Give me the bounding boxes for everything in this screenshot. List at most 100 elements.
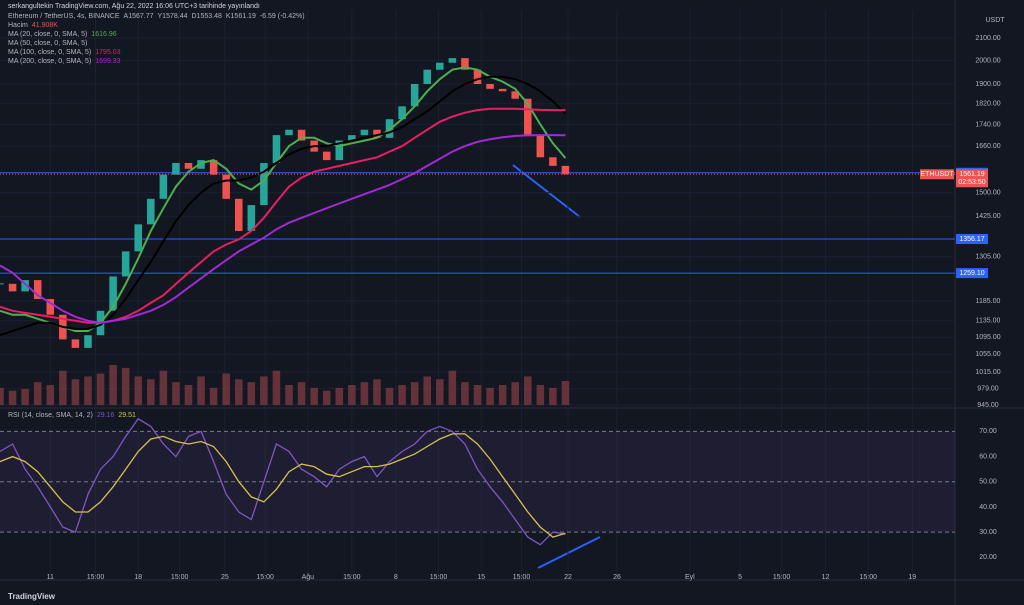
candle xyxy=(536,135,545,158)
volume-bar xyxy=(398,385,406,405)
y-tick-label: 1425.00 xyxy=(975,213,1000,220)
x-tick-label: 15 xyxy=(477,574,485,581)
candle xyxy=(222,174,230,199)
volume-bar xyxy=(285,385,293,405)
candle xyxy=(147,198,155,225)
volume-value: 41.908K xyxy=(31,22,58,29)
volume-bar xyxy=(322,390,331,405)
candle xyxy=(121,251,130,277)
candle xyxy=(8,283,17,292)
candle xyxy=(410,83,419,107)
y-tick-label: 60.00 xyxy=(979,453,997,460)
legend-name: MA (100, close, 0, SMA, 5) xyxy=(8,49,92,56)
volume-bar xyxy=(561,381,570,405)
legend-row: RSI (14, close, SMA, 14, 2) 29.16 29.51 xyxy=(8,412,136,419)
ma-line xyxy=(0,66,567,332)
volume-bar xyxy=(335,387,344,405)
volume-bar xyxy=(536,385,545,405)
volume-bar xyxy=(360,382,369,405)
countdown-label: 02:53:50 xyxy=(958,179,985,186)
legend-row: Hacim 41.908K xyxy=(8,22,58,29)
candle xyxy=(247,205,256,231)
volume-bar xyxy=(234,379,243,405)
price-tag-label: 1259.10 xyxy=(959,270,984,277)
volume-bar xyxy=(96,373,105,405)
ma-line xyxy=(0,75,567,337)
volume-bar xyxy=(297,382,306,405)
y-tick-label: 1500.00 xyxy=(975,189,1000,196)
legend-name: MA (20, close, 0, SMA, 5) xyxy=(8,31,88,38)
candle xyxy=(335,140,344,161)
x-tick-label: 15:00 xyxy=(860,574,878,581)
volume-bar xyxy=(448,370,457,405)
volume-bar xyxy=(209,387,218,405)
x-tick-label: 12 xyxy=(822,574,830,581)
volume-bar xyxy=(373,379,381,405)
x-tick-label: 22 xyxy=(564,574,572,581)
x-tick-label: Eyl xyxy=(685,574,695,581)
candle xyxy=(134,224,142,252)
symbol-tag xyxy=(920,169,954,180)
volume-bar xyxy=(184,385,193,405)
legend-value: 1616.96 xyxy=(91,31,117,38)
ohlc: D1553.48 xyxy=(191,13,222,20)
y-tick-label: 70.00 xyxy=(979,428,997,435)
price-tag xyxy=(956,268,988,279)
rsi-line xyxy=(0,433,566,538)
ohlc: Y1578.44 xyxy=(157,13,188,20)
volume-bar xyxy=(21,389,29,405)
legend-name: MA (200, close, 0, SMA, 5) xyxy=(8,58,92,65)
volume-bar xyxy=(410,382,419,405)
y-tick-label: 1055.00 xyxy=(975,351,1000,358)
candle xyxy=(234,198,243,231)
volume-bar xyxy=(172,382,180,405)
y-tick-label: 1740.00 xyxy=(975,121,1000,128)
volume-bar xyxy=(549,387,557,405)
trend-line xyxy=(512,164,581,218)
y-tick-label: 979.00 xyxy=(977,386,999,393)
rsi-line xyxy=(0,417,566,546)
y-tick-label: 40.00 xyxy=(979,504,997,511)
legend-value: 1795.03 xyxy=(95,49,121,56)
candle xyxy=(184,162,193,169)
volume-bar xyxy=(109,365,117,405)
y-tick-label: 1660.00 xyxy=(975,143,1000,150)
volume-bar xyxy=(222,373,230,405)
candle xyxy=(549,157,557,166)
y-tick-label: 1820.00 xyxy=(975,101,1000,108)
footer: TradingView xyxy=(8,592,55,601)
legend-row: MA (200, close, 0, SMA, 5) 1699.33 xyxy=(8,58,121,65)
candle xyxy=(373,129,381,138)
volume-bar xyxy=(461,382,469,405)
volume-bar xyxy=(147,379,155,405)
volume-bar xyxy=(423,376,432,405)
x-tick-label: 26 xyxy=(613,574,621,581)
y-tick-label: 1900.00 xyxy=(975,81,1000,88)
candle xyxy=(109,276,117,311)
candle xyxy=(348,135,356,141)
rsi-title: RSI (14, close, SMA, 14, 2) xyxy=(8,412,93,419)
y-tick-label: 1135.00 xyxy=(976,318,1001,325)
legend-value: 1699.33 xyxy=(95,58,121,65)
symbol-tag-label: ETHUSDT xyxy=(920,171,954,178)
price-tag xyxy=(956,233,988,244)
y-tick-label: 945.00 xyxy=(977,402,999,409)
volume-bar xyxy=(486,387,494,405)
candle xyxy=(197,160,205,169)
volume-bar xyxy=(197,376,205,405)
x-tick-label: 15:00 xyxy=(171,574,189,581)
volume-bar xyxy=(71,379,80,405)
ohlc: -6.59 (-0.42%) xyxy=(259,13,305,20)
volume-bar xyxy=(272,370,281,405)
volume-bar xyxy=(8,390,17,405)
candle xyxy=(21,280,29,292)
legend-name: MA (50, close, 0, SMA, 5) xyxy=(8,40,88,47)
y-tick-label: 2000.00 xyxy=(975,57,1000,64)
y-tick-label: 1095.00 xyxy=(975,334,1000,341)
candle xyxy=(523,98,532,136)
volume-bar xyxy=(247,382,256,405)
volume-bar xyxy=(84,376,92,405)
y-tick-label: 30.00 xyxy=(979,529,997,536)
candle xyxy=(260,162,268,206)
